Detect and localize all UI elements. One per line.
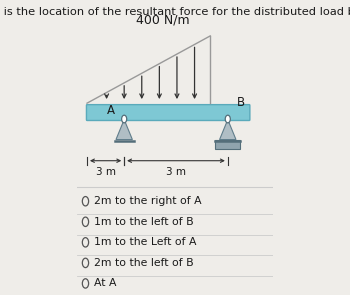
FancyBboxPatch shape (86, 105, 250, 120)
Text: 3 m: 3 m (96, 167, 116, 177)
Text: 1m to the Left of A: 1m to the Left of A (94, 237, 196, 247)
Circle shape (225, 115, 230, 123)
Text: B: B (237, 96, 245, 109)
Text: 2m to the left of B: 2m to the left of B (94, 258, 194, 268)
Polygon shape (116, 119, 132, 140)
Text: Where is the location of the resultant force for the distributed load below?: Where is the location of the resultant f… (0, 7, 350, 17)
Text: 3 m: 3 m (166, 167, 186, 177)
Bar (215, 140, 240, 149)
Text: 2m to the right of A: 2m to the right of A (94, 196, 202, 206)
Text: 1m to the left of B: 1m to the left of B (94, 217, 194, 227)
Text: At A: At A (94, 278, 116, 289)
Polygon shape (219, 119, 236, 140)
Circle shape (122, 115, 127, 123)
Text: A: A (107, 104, 116, 117)
Text: 400 N/m: 400 N/m (136, 14, 190, 27)
